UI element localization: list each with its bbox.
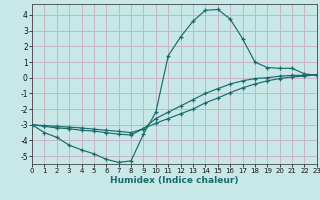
- X-axis label: Humidex (Indice chaleur): Humidex (Indice chaleur): [110, 176, 239, 185]
